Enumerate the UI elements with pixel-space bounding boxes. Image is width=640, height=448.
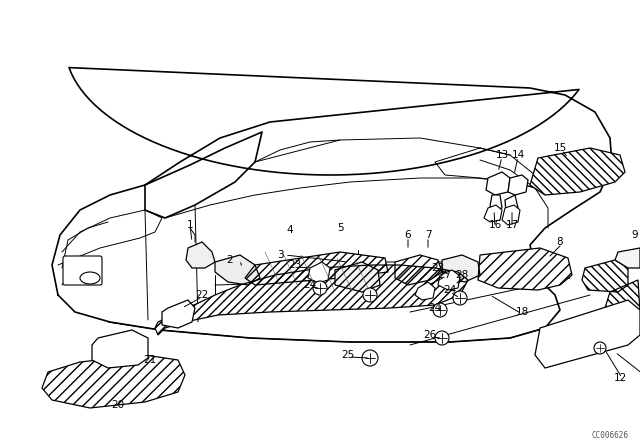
Text: 5: 5 bbox=[337, 223, 343, 233]
Circle shape bbox=[363, 288, 377, 302]
Text: 13: 13 bbox=[495, 150, 509, 160]
Polygon shape bbox=[502, 205, 520, 225]
Polygon shape bbox=[535, 300, 640, 368]
Polygon shape bbox=[395, 255, 442, 285]
Polygon shape bbox=[605, 280, 640, 335]
Text: 9: 9 bbox=[632, 230, 638, 240]
Polygon shape bbox=[335, 262, 380, 292]
Text: 27: 27 bbox=[438, 270, 452, 280]
Polygon shape bbox=[162, 300, 195, 328]
Text: 3: 3 bbox=[276, 250, 284, 260]
Text: 24: 24 bbox=[428, 303, 442, 313]
Text: 26: 26 bbox=[424, 330, 436, 340]
Text: 24: 24 bbox=[444, 285, 456, 295]
Polygon shape bbox=[438, 270, 460, 290]
Polygon shape bbox=[245, 252, 388, 285]
Polygon shape bbox=[508, 175, 528, 195]
Polygon shape bbox=[442, 255, 480, 282]
Text: 25: 25 bbox=[341, 350, 355, 360]
Text: 23: 23 bbox=[431, 263, 445, 273]
Circle shape bbox=[453, 291, 467, 305]
Text: 8: 8 bbox=[557, 237, 563, 247]
Polygon shape bbox=[308, 262, 330, 283]
Polygon shape bbox=[478, 248, 572, 290]
Text: 7: 7 bbox=[425, 230, 431, 240]
Text: CC006626: CC006626 bbox=[591, 431, 628, 440]
Circle shape bbox=[362, 350, 378, 366]
Polygon shape bbox=[186, 242, 215, 268]
Polygon shape bbox=[92, 330, 148, 368]
Text: 15: 15 bbox=[554, 143, 566, 153]
Text: 4: 4 bbox=[287, 225, 293, 235]
Text: 12: 12 bbox=[613, 373, 627, 383]
Circle shape bbox=[594, 342, 606, 354]
Polygon shape bbox=[484, 205, 502, 222]
Circle shape bbox=[313, 281, 327, 295]
Circle shape bbox=[433, 303, 447, 317]
Text: 1: 1 bbox=[187, 220, 193, 230]
Text: 23: 23 bbox=[289, 260, 301, 270]
Text: 2: 2 bbox=[227, 255, 234, 265]
Polygon shape bbox=[490, 195, 502, 210]
Polygon shape bbox=[486, 172, 510, 195]
Polygon shape bbox=[582, 260, 628, 292]
Text: 18: 18 bbox=[515, 307, 529, 317]
Text: 14: 14 bbox=[511, 150, 525, 160]
Text: 6: 6 bbox=[404, 230, 412, 240]
FancyBboxPatch shape bbox=[63, 256, 102, 285]
Text: 20: 20 bbox=[111, 400, 125, 410]
Circle shape bbox=[435, 331, 449, 345]
Text: 17: 17 bbox=[506, 220, 518, 230]
Polygon shape bbox=[42, 355, 185, 408]
Polygon shape bbox=[415, 282, 435, 300]
Polygon shape bbox=[155, 265, 468, 335]
Polygon shape bbox=[530, 148, 625, 195]
Text: 28: 28 bbox=[456, 270, 468, 280]
Ellipse shape bbox=[80, 272, 100, 284]
Polygon shape bbox=[215, 255, 260, 285]
Text: 16: 16 bbox=[488, 220, 502, 230]
Text: 24: 24 bbox=[303, 280, 317, 290]
Polygon shape bbox=[615, 248, 640, 268]
Text: 19: 19 bbox=[638, 295, 640, 305]
Text: 22: 22 bbox=[195, 290, 209, 300]
Text: 21: 21 bbox=[143, 355, 157, 365]
